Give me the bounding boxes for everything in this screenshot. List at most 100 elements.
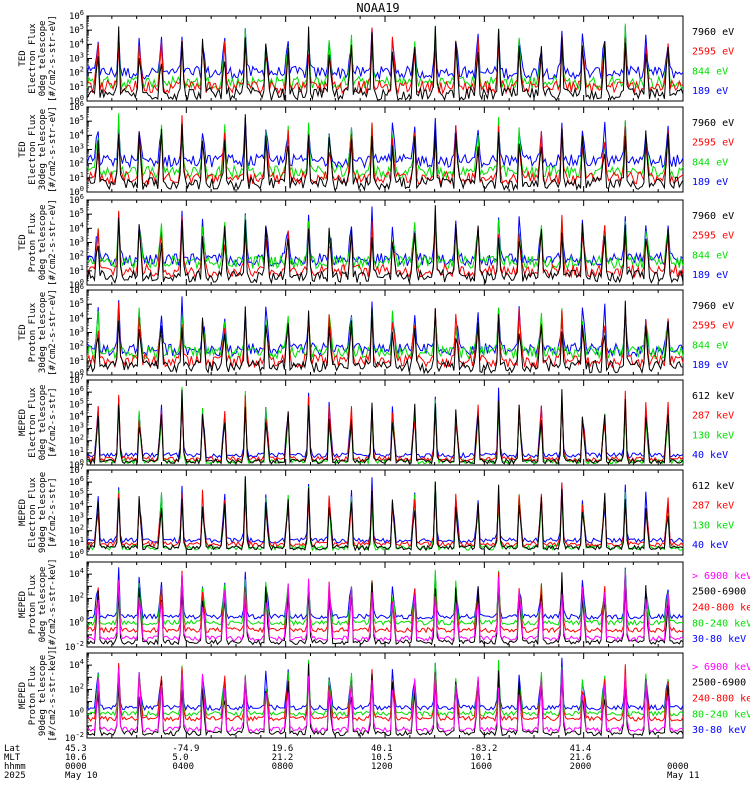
y-tick-label: 102 (69, 66, 84, 79)
y-tick-label: 100 (69, 368, 84, 381)
y-tick-label: 107 (69, 463, 84, 476)
y-tick-label: 105 (69, 297, 84, 310)
series-line (86, 572, 683, 643)
y-tick-label: 100 (69, 458, 84, 471)
y-tick-label: 102 (69, 591, 84, 604)
y-tick-label: 101 (69, 446, 84, 459)
series-line (86, 386, 684, 466)
ephemeris-value: 0000 (65, 762, 87, 772)
series-line (86, 659, 684, 717)
y-tick-label: 10-2 (65, 640, 84, 653)
ephemeris-value: 21.6 (570, 753, 592, 763)
y-tick-label: 101 (69, 536, 84, 549)
ephemeris-value: 45.3 (65, 744, 87, 754)
ephemeris-value: 2000 (570, 762, 592, 772)
figure-title: NOAA19 (356, 1, 399, 15)
y-tick-label: 104 (69, 37, 84, 50)
series-line (86, 302, 684, 369)
y-axis-label: TEDElectron Flux0deg telescope[#/cm2-s-s… (18, 15, 58, 102)
y-tick-label: 104 (69, 567, 84, 580)
legend-label: 189 eV (692, 270, 728, 281)
y-tick-label: 106 (69, 193, 84, 206)
series-line (86, 390, 684, 463)
legend-label: 2595 eV (692, 321, 734, 332)
legend-label: 2500-6900 (692, 587, 746, 598)
y-tick-label: 105 (69, 114, 84, 127)
y-tick-label: 101 (69, 171, 84, 184)
y-axis-label: MEPEDElectron Flux0deg telescope[#/cm2-s… (18, 385, 58, 461)
panel-frame (86, 15, 684, 102)
y-tick-label: 103 (69, 236, 84, 249)
ephemeris-value: 19.6 (272, 744, 294, 754)
series-line (86, 296, 684, 358)
y-tick-label: 100 (69, 548, 84, 561)
series-line (86, 476, 684, 552)
series-line (86, 115, 684, 187)
panel-frame (86, 379, 684, 466)
series-line (86, 663, 684, 737)
y-tick-label: 106 (69, 283, 84, 296)
y-axis-label: MEPEDProton Flux90deg telescope[#/cm2-s-… (18, 649, 58, 741)
ephemeris-value: 21.2 (272, 753, 294, 763)
series-line (86, 114, 684, 192)
y-tick-label: 104 (69, 221, 84, 234)
series-line (86, 667, 684, 734)
y-tick-label: 100 (69, 94, 84, 107)
legend-label: 7960 eV (692, 211, 734, 222)
y-tick-label: 100 (69, 707, 84, 720)
series-line (86, 25, 684, 102)
legend-label: 40 keV (692, 450, 728, 461)
y-tick-label: 103 (69, 52, 84, 65)
y-axis-label: MEPEDProton Flux0deg telescope[#/cm2-s-s… (18, 558, 58, 650)
ephemeris-row-label: hhmm (4, 762, 26, 772)
ephemeris-value: 10.1 (470, 753, 492, 763)
panel-frame (86, 652, 684, 739)
series-line (86, 389, 684, 466)
legend-label: 287 keV (692, 411, 734, 422)
series-line (86, 572, 684, 646)
y-tick-label: 101 (69, 80, 84, 93)
y-tick-label: 106 (69, 9, 84, 22)
y-tick-label: 102 (69, 250, 84, 263)
series-line (86, 23, 684, 91)
y-axis-label: TEDElectron Flux30deg telescope[#/cm2-s-… (18, 106, 58, 193)
legend-label: 30-80 keV (692, 634, 746, 645)
y-tick-label: 101 (69, 264, 84, 277)
y-tick-label: 102 (69, 524, 84, 537)
series-line (86, 206, 684, 267)
series-line (86, 387, 684, 460)
panel-7: 10-2 100 102 104 MEPEDProton Flux0deg telesc… (18, 558, 750, 653)
series-line (86, 483, 684, 549)
y-tick-label: 105 (69, 397, 84, 410)
ephemeris-value: -83.2 (470, 744, 497, 754)
y-tick-label: 10-2 (65, 731, 84, 744)
series-line (86, 113, 684, 180)
ephemeris-value: 1200 (371, 762, 393, 772)
ephemeris-value: May 11 (667, 771, 700, 781)
ephemeris-value: 41.4 (570, 744, 592, 754)
y-tick-label: 106 (69, 100, 84, 113)
legend-label: 612 keV (692, 391, 734, 402)
series-line (86, 205, 684, 285)
y-tick-label: 104 (69, 128, 84, 141)
y-tick-label: 104 (69, 409, 84, 422)
legend-label: 240-800 keV (692, 603, 750, 614)
series-line (86, 26, 684, 81)
y-tick-label: 102 (69, 434, 84, 447)
ephemeris-value: 10.6 (65, 753, 87, 763)
y-tick-label: 103 (69, 326, 84, 339)
legend-label: 844 eV (692, 340, 728, 351)
y-tick-label: 100 (69, 278, 84, 291)
y-axis-label: TEDProton Flux30deg telescope[#/cm2-s-st… (18, 289, 58, 376)
legend-label: 844 eV (692, 157, 728, 168)
ephemeris-value: May 10 (65, 771, 98, 781)
legend-label: 189 eV (692, 177, 728, 188)
y-tick-label: 100 (69, 616, 84, 629)
y-tick-label: 103 (69, 143, 84, 156)
